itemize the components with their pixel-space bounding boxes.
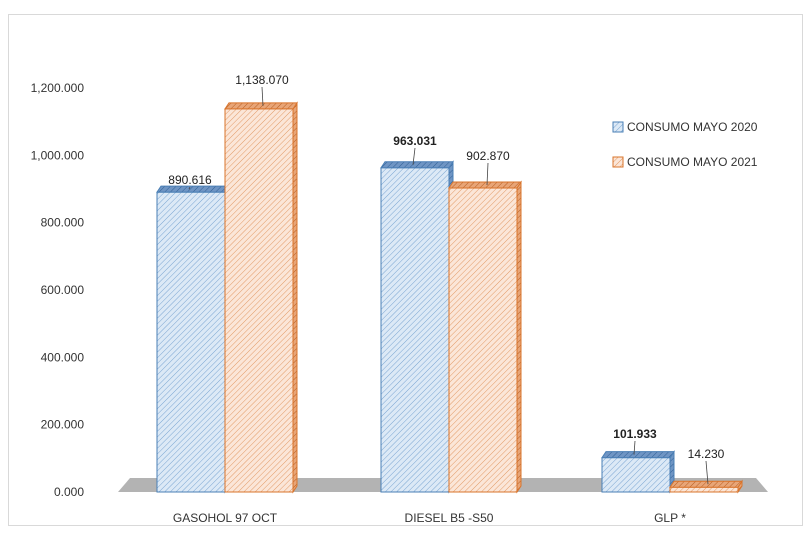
data-label: 902.870 — [466, 149, 510, 163]
category-label: GLP * — [654, 511, 686, 525]
y-tick-label: 0.000 — [54, 485, 84, 499]
data-label: 963.031 — [393, 134, 437, 148]
legend-swatch — [612, 121, 624, 133]
y-tick-label: 1,000.000 — [31, 148, 85, 162]
bar-gasohol-97-oct-2021 — [224, 101, 298, 494]
y-tick-label: 200.000 — [41, 418, 85, 432]
legend-swatch — [612, 156, 624, 168]
data-label: 1,138.070 — [235, 73, 289, 87]
bar-glp--2021 — [669, 479, 743, 494]
legend-label: CONSUMO MAYO 2021 — [627, 155, 758, 169]
bar-gasohol-97-oct-2020 — [156, 184, 230, 494]
y-tick-label: 600.000 — [41, 283, 85, 297]
bar-diesel-b5-s50-2020 — [380, 160, 454, 494]
y-tick-label: 400.000 — [41, 350, 85, 364]
data-label: 890.616 — [168, 173, 212, 187]
legend-label: CONSUMO MAYO 2020 — [627, 120, 758, 134]
y-tick-label: 800.000 — [41, 216, 85, 230]
data-label: 14.230 — [688, 447, 725, 461]
category-label: GASOHOL 97 OCT — [173, 511, 278, 525]
bar-diesel-b5-s50-2021 — [448, 180, 522, 494]
y-tick-label: 1,200.000 — [31, 81, 85, 95]
bar-glp--2020 — [601, 450, 675, 494]
category-label: DIESEL B5 -S50 — [405, 511, 494, 525]
data-label: 101.933 — [613, 427, 657, 441]
